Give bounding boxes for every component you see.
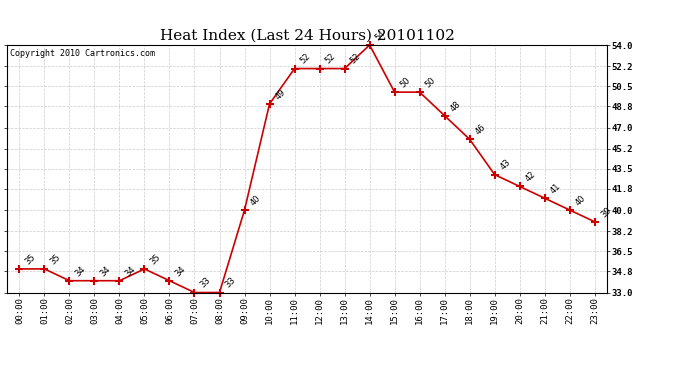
Text: 39: 39 <box>599 205 613 219</box>
Text: 42: 42 <box>524 170 538 184</box>
Text: 34: 34 <box>124 264 137 278</box>
Text: 52: 52 <box>348 52 362 66</box>
Text: 49: 49 <box>274 87 288 101</box>
Text: 40: 40 <box>248 194 262 207</box>
Text: 54: 54 <box>374 28 388 42</box>
Title: Heat Index (Last 24 Hours) 20101102: Heat Index (Last 24 Hours) 20101102 <box>159 28 455 42</box>
Text: 35: 35 <box>148 252 163 266</box>
Text: 50: 50 <box>399 76 413 89</box>
Text: 34: 34 <box>174 264 188 278</box>
Text: Copyright 2010 Cartronics.com: Copyright 2010 Cartronics.com <box>10 49 155 58</box>
Text: 34: 34 <box>99 264 112 278</box>
Text: 35: 35 <box>23 252 37 266</box>
Text: 52: 52 <box>299 52 313 66</box>
Text: 33: 33 <box>199 276 213 290</box>
Text: 41: 41 <box>549 182 562 195</box>
Text: 35: 35 <box>48 252 63 266</box>
Text: 33: 33 <box>224 276 237 290</box>
Text: 40: 40 <box>574 194 588 207</box>
Text: 34: 34 <box>74 264 88 278</box>
Text: 50: 50 <box>424 76 437 89</box>
Text: 43: 43 <box>499 158 513 172</box>
Text: 52: 52 <box>324 52 337 66</box>
Text: 48: 48 <box>448 99 463 113</box>
Text: 46: 46 <box>474 123 488 136</box>
